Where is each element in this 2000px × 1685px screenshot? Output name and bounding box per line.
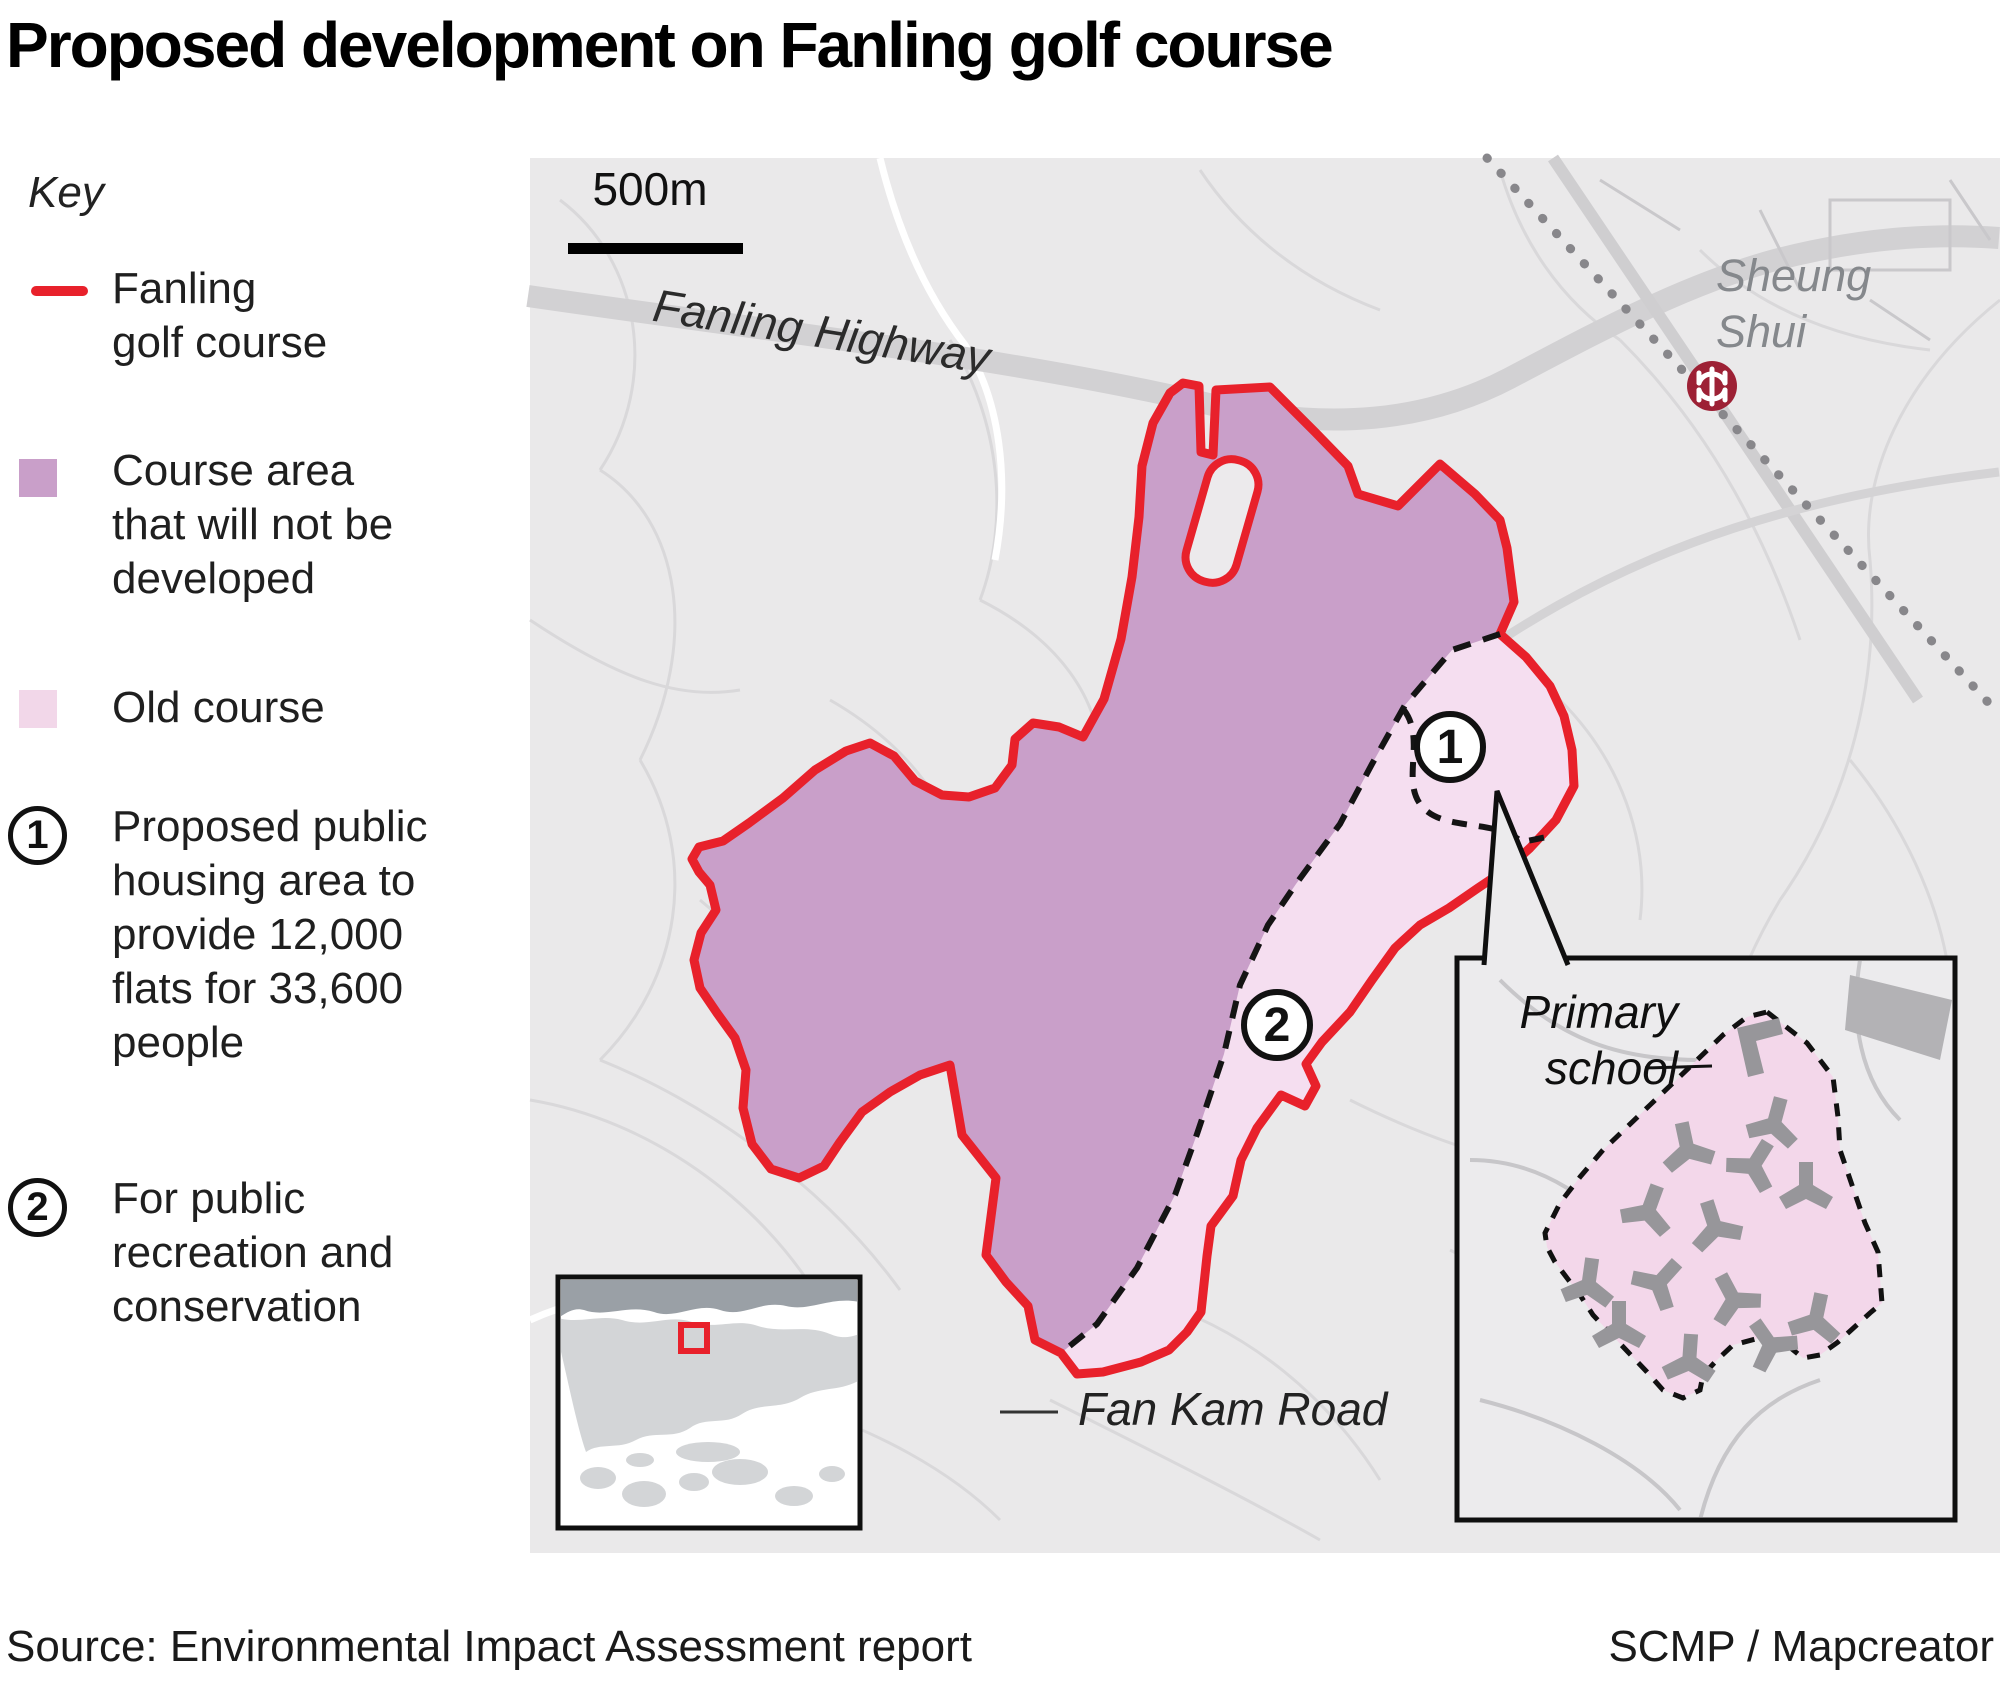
course-red-boundary <box>687 378 1579 1379</box>
key-marker-1: 1 <box>8 806 67 865</box>
fanling-highway-road <box>526 225 2000 431</box>
undeveloped-course-polygon <box>692 383 1514 1353</box>
hongkong-locator-inset <box>555 1274 863 1531</box>
map-marker-recreation: 2 <box>1241 989 1313 1061</box>
key-heading: Key <box>28 168 104 217</box>
scale-bar <box>568 243 743 254</box>
old-course-swatch <box>19 690 57 728</box>
housing-zone-dashed-boundary <box>1401 708 1553 846</box>
source-credit: Source: Environmental Impact Assessment … <box>6 1622 972 1671</box>
inset-tower-buildings <box>1558 1018 1848 1383</box>
page-title: Proposed development on Fanling golf cou… <box>6 9 1334 81</box>
detail-inset <box>1454 790 1958 1523</box>
primary-school-label: Primary school <box>1519 986 1678 1094</box>
course-hole <box>1181 455 1263 587</box>
primary-school-building <box>1737 1018 1783 1077</box>
fanling-course-line-swatch <box>31 286 88 296</box>
key-label-fanling: Fanling golf course <box>112 264 328 367</box>
publisher-credit: SCMP / Mapcreator <box>1608 1622 1994 1671</box>
inset-callout-spike <box>1484 791 1568 965</box>
inset-callout-spike-border <box>1481 790 1571 966</box>
hk-inset-mainland <box>561 1280 857 1317</box>
key-label-course-area: Course area that will not be developed <box>112 446 394 603</box>
key-label-housing: Proposed public housing area to provide … <box>112 802 428 1067</box>
old-course-polygon <box>1061 634 1574 1374</box>
primary-school-leader-line <box>1644 1064 1713 1070</box>
inset-building-block <box>1845 975 1952 1060</box>
hk-inset-territory <box>561 1318 857 1452</box>
hk-inset-islands <box>580 1442 845 1507</box>
hk-inset-location-square <box>678 1322 710 1354</box>
mtr-station-icon <box>1687 361 1737 411</box>
key-label-recreation: For public recreation and conservation <box>112 1174 394 1331</box>
key-marker-2: 2 <box>8 1178 67 1237</box>
railway-dotted-line <box>1482 153 2000 717</box>
sheung-shui-label: Sheung Shui <box>1716 250 1872 357</box>
town-blocks <box>1599 178 1992 342</box>
map-marker-housing: 1 <box>1414 711 1486 783</box>
key-label-old-course: Old course <box>112 683 325 732</box>
undeveloped-area-swatch <box>19 459 57 497</box>
scale-label: 500m <box>592 163 708 215</box>
course-dashed-divider <box>1059 631 1501 1356</box>
fan-kam-road-label: Fan Kam Road <box>1078 1383 1388 1435</box>
